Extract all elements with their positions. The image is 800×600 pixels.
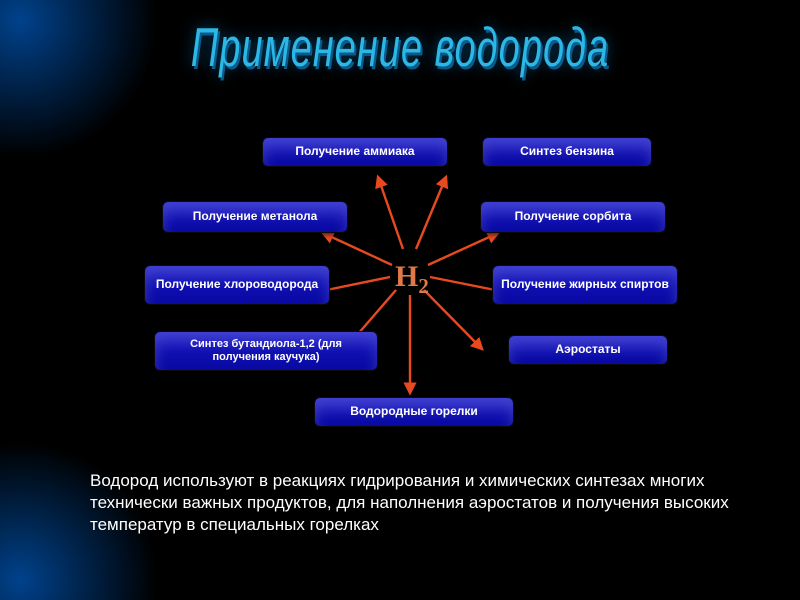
center-symbol: H (395, 260, 418, 293)
arrow (416, 177, 446, 249)
arrow (378, 177, 403, 249)
node-butanediol: Синтез бутандиола-1,2 (для получения кау… (154, 331, 378, 371)
caption-text: Водород используют в реакциях гидрирован… (90, 470, 730, 535)
hydrogen-applications-diagram: H2 Получение аммиака Синтез бензина Получе… (120, 115, 680, 445)
node-methanol: Получение метанола (162, 201, 348, 233)
center-node-h2: H2 (395, 260, 429, 299)
node-aerostats: Аэростаты (508, 335, 668, 365)
arrow (323, 233, 392, 265)
arrow (424, 290, 482, 349)
node-fatty: Получение жирных спиртов (492, 265, 678, 305)
node-sorbitol: Получение сорбита (480, 201, 666, 233)
node-burners: Водородные горелки (314, 397, 514, 427)
center-subscript: 2 (418, 274, 429, 298)
arrow (428, 233, 498, 265)
node-ammonia: Получение аммиака (262, 137, 448, 167)
node-hcl: Получение хлороводорода (144, 265, 330, 305)
page-title: Применение водорода (191, 18, 609, 80)
node-benzine: Синтез бензина (482, 137, 652, 167)
